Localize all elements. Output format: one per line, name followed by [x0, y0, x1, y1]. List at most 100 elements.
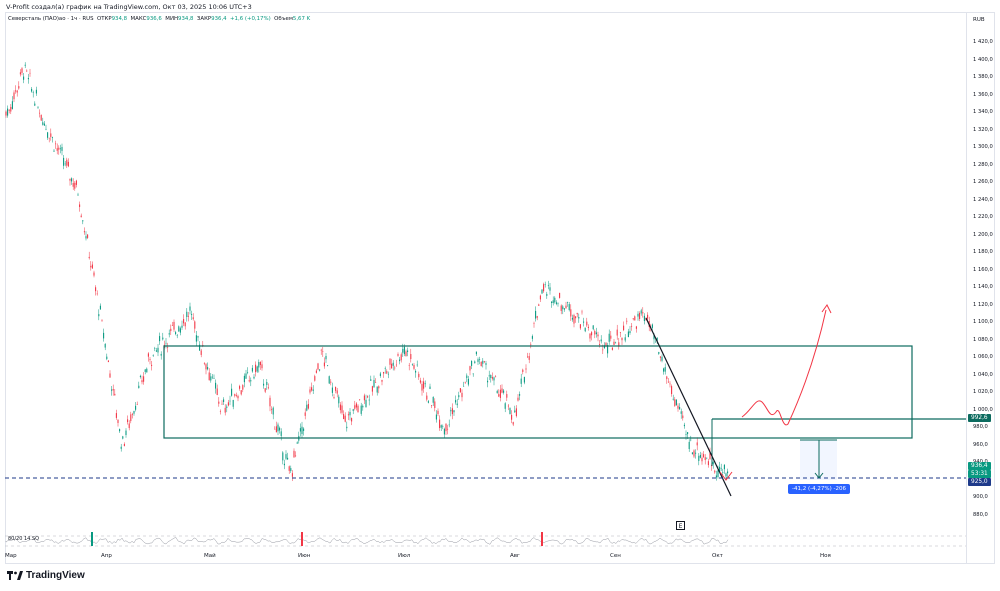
candle-body [456, 403, 458, 406]
candle-body [282, 452, 284, 461]
candle-body [591, 332, 593, 336]
candle-body [603, 345, 605, 349]
candle-body [23, 76, 25, 80]
tradingview-logo[interactable]: TradingView [7, 570, 85, 581]
candle-body [152, 355, 154, 356]
candle-body [423, 381, 425, 389]
candle-body [344, 415, 346, 422]
high-label: МАКС [130, 16, 147, 22]
candle-body [103, 332, 105, 339]
candle-body [61, 146, 63, 151]
candle-body [256, 366, 258, 372]
candle-body [306, 404, 308, 411]
candle-body [218, 401, 220, 404]
candle-body [634, 316, 636, 321]
candle-body [384, 368, 386, 369]
candle-body [59, 148, 61, 150]
candle-body [37, 107, 39, 109]
candle-body [584, 327, 586, 332]
candle-body [675, 399, 677, 406]
candle-body [343, 414, 345, 420]
candle-body [506, 394, 508, 398]
candle-body [341, 405, 343, 413]
candle-body [176, 335, 178, 337]
candle-body [491, 377, 493, 379]
price-tick: 1 140,0 [973, 284, 993, 290]
candle-body [378, 386, 380, 389]
chart-frame[interactable] [5, 12, 995, 564]
candle-body [138, 385, 140, 389]
candle-body [168, 333, 170, 335]
symbol-name[interactable]: Северсталь (ПАО)ао · 1ч · RUS [8, 16, 94, 22]
candle-body [114, 393, 116, 396]
candle-body [722, 472, 724, 473]
candle-body [490, 375, 492, 379]
candle-body [552, 300, 554, 303]
oscillator-label[interactable]: 80/20 14 SQ [8, 536, 40, 542]
candle-body [330, 381, 332, 383]
candle-body [27, 77, 29, 80]
candle-body [160, 353, 162, 356]
candle-body [122, 436, 124, 439]
candle-body [349, 411, 351, 416]
candle-body [333, 397, 335, 399]
candle-body [327, 365, 329, 366]
candle-body [475, 351, 477, 355]
candle-body [231, 388, 233, 396]
candle-body [653, 334, 655, 340]
candle-body [599, 344, 601, 345]
candle-body [307, 403, 309, 409]
candle-body [82, 220, 84, 222]
candle-body [127, 419, 129, 423]
events-button[interactable]: E [676, 521, 685, 530]
candle-body [397, 354, 399, 356]
candle-body [533, 323, 535, 324]
candle-body [717, 470, 719, 477]
candle-body [619, 332, 621, 333]
candle-body [589, 333, 591, 339]
candle-body [611, 347, 613, 350]
candle-body [647, 314, 649, 319]
candle-body [600, 339, 602, 342]
candle-body [695, 452, 697, 454]
candle-body [167, 347, 169, 348]
candle-body [111, 389, 113, 391]
candle-body [213, 378, 215, 379]
candle-body [381, 379, 383, 382]
candle-body [597, 334, 599, 337]
candle-body [304, 412, 306, 416]
candle-body [531, 336, 533, 339]
candle-body [723, 464, 725, 470]
candle-body [191, 314, 193, 315]
candle-body [48, 137, 50, 139]
candle-body [391, 363, 393, 369]
candle-body [479, 359, 481, 360]
logo-text: TradingView [26, 570, 85, 581]
candle-body [698, 455, 700, 461]
candle-body [504, 403, 506, 409]
currency-label[interactable]: RUB [973, 17, 985, 23]
candle-body [511, 414, 513, 420]
candle-body [346, 426, 348, 429]
candle-body [432, 396, 434, 403]
candle-body [659, 356, 661, 358]
candle-body [715, 475, 717, 478]
time-tick: Авг [510, 553, 520, 559]
candle-body [629, 331, 631, 333]
candle-body [544, 284, 546, 285]
candle-body [351, 418, 353, 422]
candle-body [219, 410, 221, 412]
candle-body [496, 390, 498, 394]
candle-body [512, 422, 514, 425]
candle-body [112, 389, 114, 391]
candle-body [595, 332, 597, 335]
candle-body [64, 163, 66, 165]
candle-body [567, 301, 569, 303]
candle-body [658, 351, 660, 354]
candle-body [266, 382, 268, 386]
candle-body [442, 426, 444, 427]
candle-body [608, 333, 610, 342]
candle-body [370, 379, 372, 381]
price-tick: 1 000,0 [973, 406, 993, 413]
